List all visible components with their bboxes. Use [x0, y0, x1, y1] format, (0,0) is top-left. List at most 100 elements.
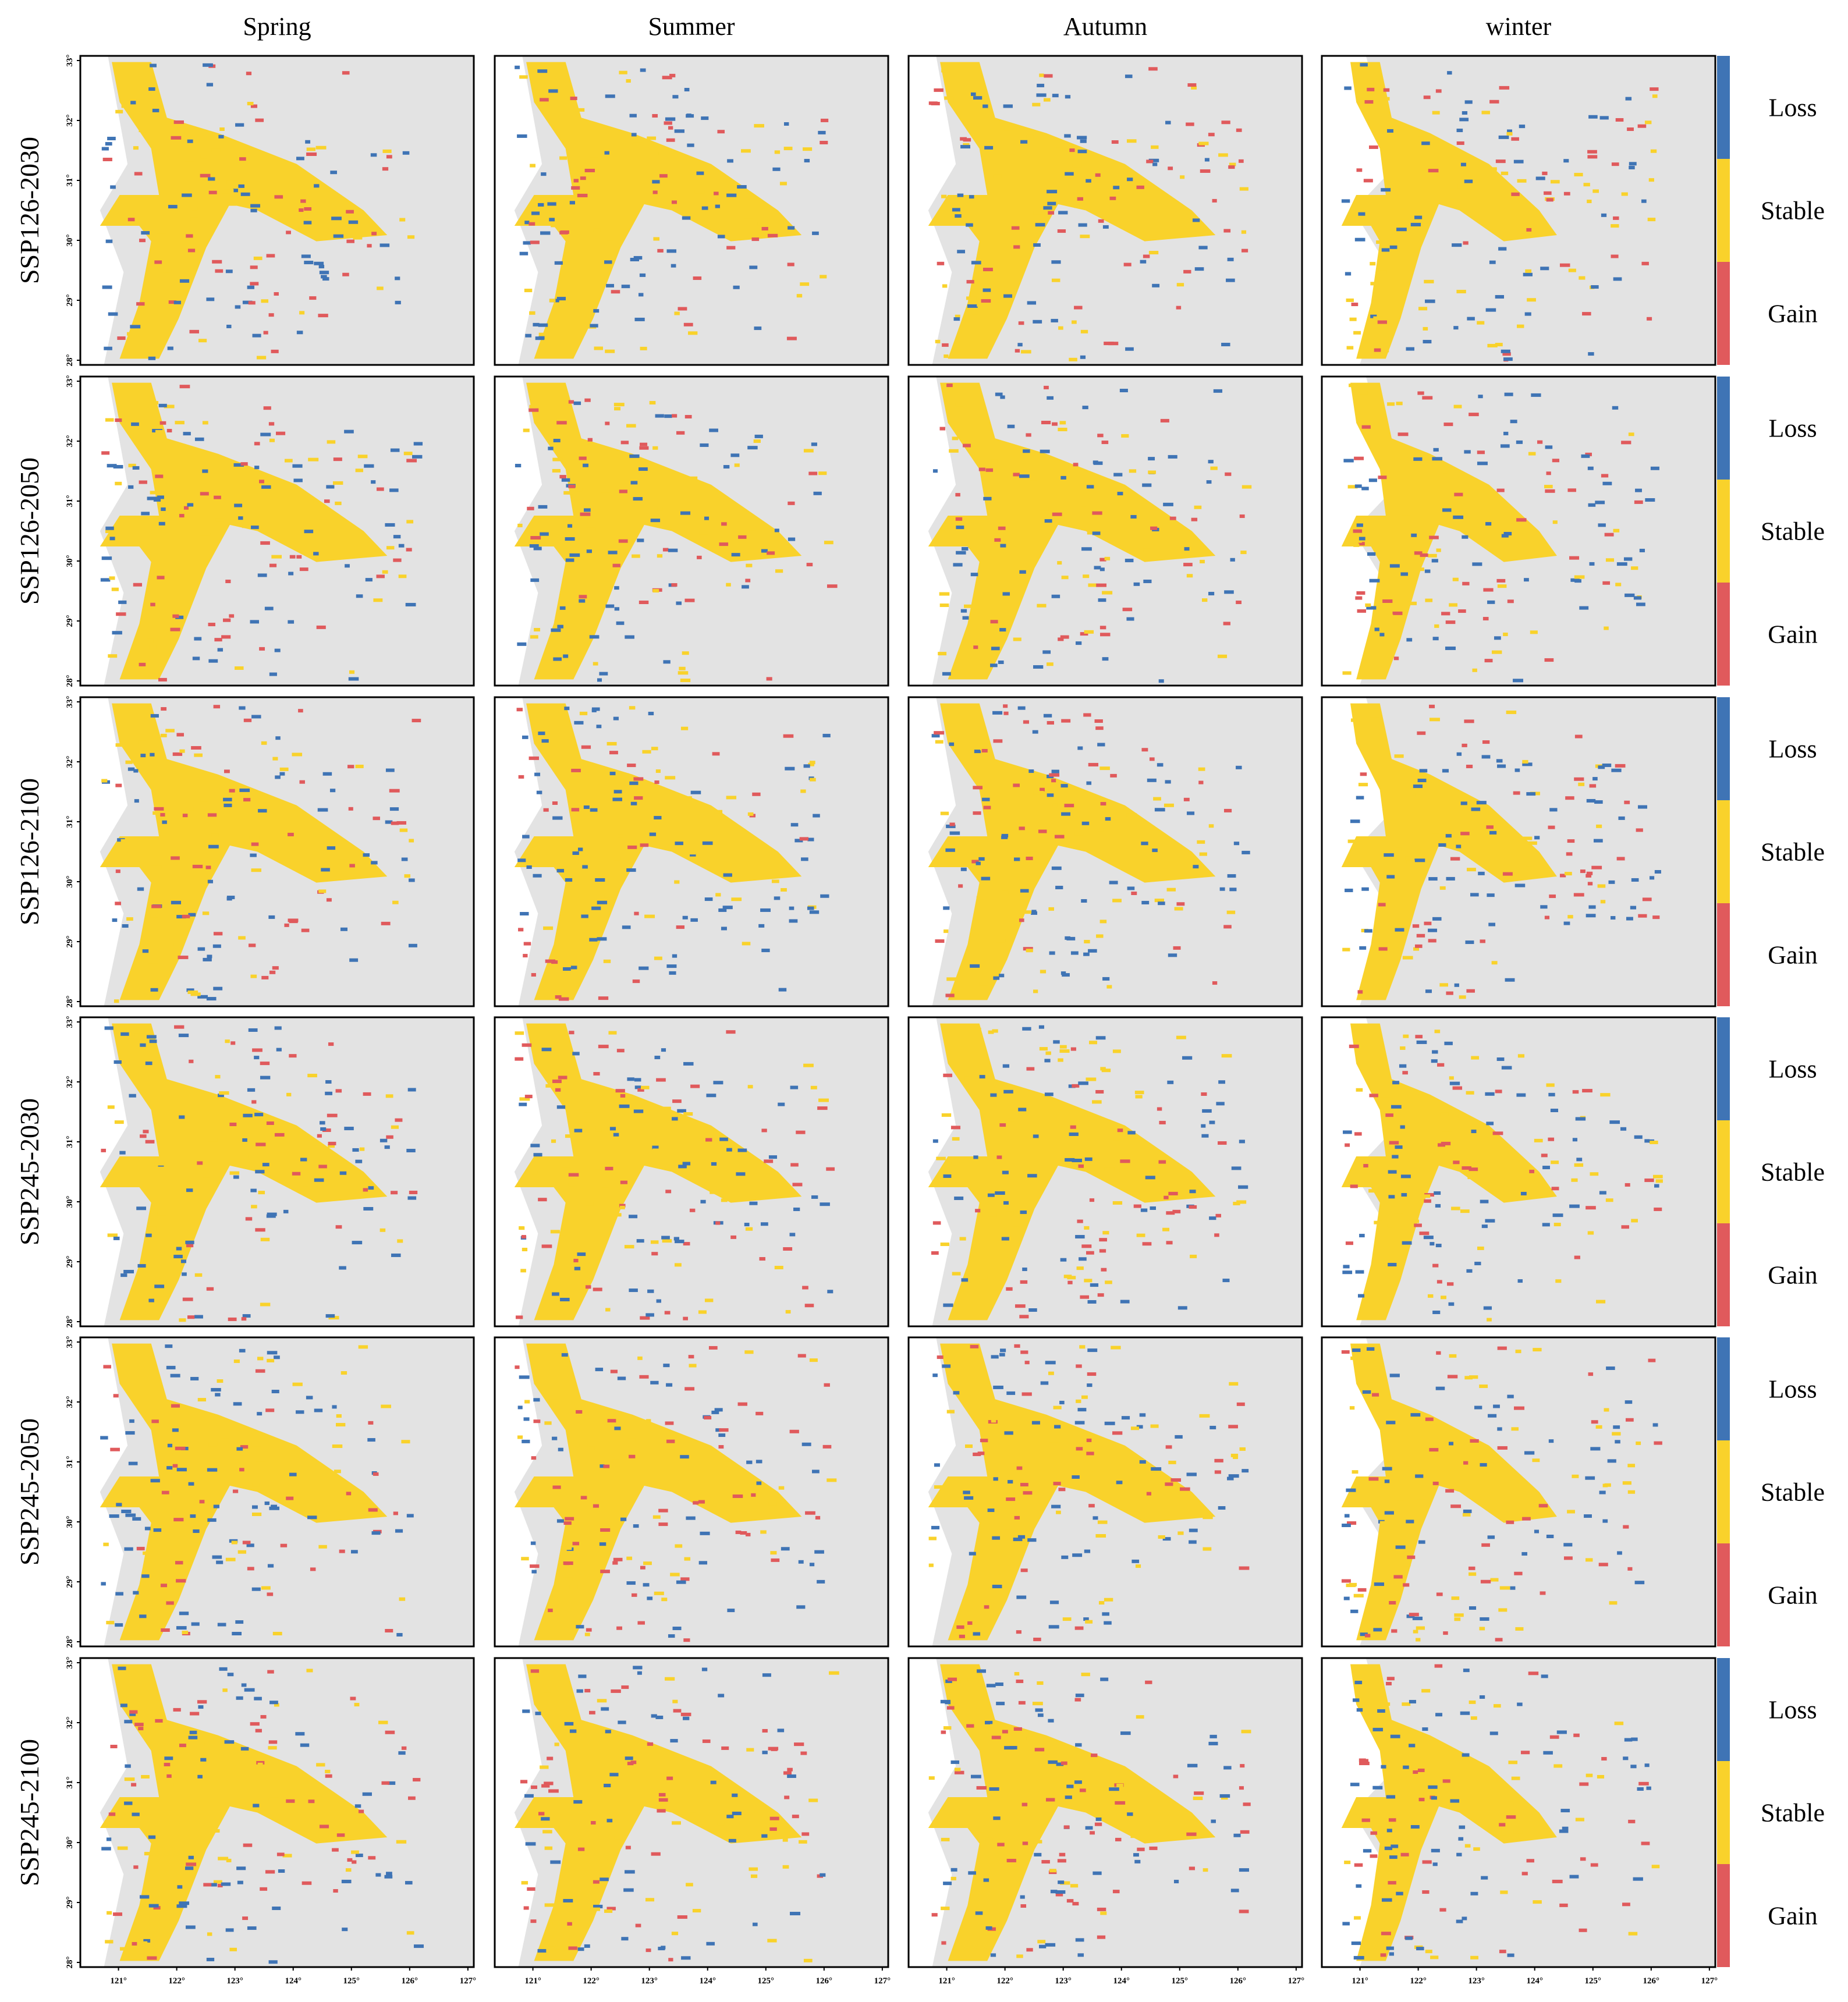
grid-cell	[141, 231, 150, 235]
grid-cell	[1500, 1890, 1508, 1894]
grid-cell	[586, 527, 596, 531]
grid-cell	[1505, 978, 1515, 982]
grid-cell	[827, 1290, 833, 1294]
grid-cell	[1098, 1601, 1105, 1605]
grid-cell	[1134, 1859, 1141, 1863]
grid-cell	[609, 751, 618, 755]
grid-cell	[661, 1236, 670, 1240]
grid-cell	[1043, 714, 1052, 718]
grid-cell	[1458, 1837, 1464, 1841]
grid-cell	[1415, 1474, 1424, 1478]
grid-cell	[670, 1739, 678, 1743]
grid-cell	[188, 1482, 194, 1486]
grid-cell	[1615, 583, 1622, 587]
grid-cell	[1623, 557, 1633, 561]
grid-cell	[1186, 122, 1194, 126]
grid-cell	[1141, 842, 1148, 846]
grid-cell	[760, 1530, 767, 1534]
grid-cell	[996, 1702, 1005, 1706]
grid-cell	[247, 1088, 256, 1092]
grid-cell	[657, 1809, 666, 1813]
grid-cell	[272, 1631, 282, 1635]
grid-cell	[985, 1926, 992, 1930]
grid-cell	[800, 789, 806, 793]
grid-cell	[1644, 1139, 1650, 1143]
grid-cell	[961, 546, 969, 551]
grid-cell	[256, 1142, 266, 1146]
grid-cell	[756, 1481, 762, 1485]
grid-cell	[971, 311, 979, 315]
grid-cell	[1119, 1168, 1129, 1172]
grid-cell	[1097, 1520, 1108, 1524]
land	[80, 1017, 128, 1326]
grid-cell	[136, 302, 145, 306]
grid-cell	[941, 194, 947, 198]
grid-cell	[937, 261, 945, 265]
grid-cell	[1389, 245, 1397, 249]
grid-cell	[280, 1543, 288, 1547]
grid-cell	[173, 1255, 183, 1259]
grid-cell	[798, 1560, 804, 1564]
grid-cell	[540, 1955, 546, 1959]
grid-cell	[993, 1385, 1003, 1389]
grid-cell	[1372, 1393, 1379, 1397]
grid-cell	[777, 1728, 785, 1733]
grid-cell	[1384, 97, 1390, 101]
grid-cell	[559, 475, 566, 479]
grid-cell	[607, 237, 613, 241]
grid-cell	[1548, 825, 1555, 829]
grid-cell	[110, 185, 116, 189]
grid-cell	[345, 1868, 352, 1872]
grid-cell	[968, 1871, 976, 1875]
grid-cell	[326, 898, 332, 902]
grid-cell	[814, 1550, 824, 1554]
grid-cell	[413, 442, 423, 446]
grid-cell	[1111, 1346, 1121, 1350]
grid-cell	[173, 943, 182, 947]
grid-cell	[1545, 445, 1553, 449]
grid-cell	[999, 974, 1005, 978]
grid-cell	[1076, 1364, 1082, 1368]
grid-cell	[405, 1881, 413, 1885]
grid-cell	[541, 1244, 552, 1248]
grid-cell	[944, 96, 954, 100]
grid-cell	[1151, 1467, 1162, 1471]
grid-cell	[1070, 951, 1079, 955]
grid-cell	[150, 602, 155, 606]
grid-cell	[332, 481, 343, 485]
grid-cell	[1641, 1841, 1650, 1845]
grid-cell	[258, 1191, 265, 1195]
grid-cell	[1485, 1219, 1495, 1223]
grid-cell	[655, 414, 664, 418]
grid-cell	[1432, 1310, 1441, 1314]
y-tick-label: 28°	[65, 1636, 75, 1648]
grid-cell	[1208, 460, 1214, 464]
grid-cell	[1642, 897, 1652, 901]
grid-cell	[680, 511, 691, 515]
grid-cell	[1392, 611, 1403, 615]
grid-cell	[540, 98, 549, 102]
grid-cell	[1521, 1552, 1527, 1556]
grid-cell	[263, 331, 268, 335]
grid-cell	[120, 839, 127, 843]
grid-cell	[179, 1901, 190, 1905]
grid-cell	[589, 635, 600, 639]
grid-cell	[990, 663, 998, 668]
grid-cell	[1009, 1746, 1017, 1750]
grid-cell	[704, 1416, 712, 1420]
grid-cell	[1468, 1566, 1475, 1570]
grid-cell	[247, 1567, 254, 1571]
legend-label: Stable	[1761, 838, 1825, 867]
grid-cell	[964, 1076, 972, 1080]
grid-cell	[200, 798, 208, 802]
grid-cell	[271, 349, 279, 353]
grid-cell	[1136, 1233, 1145, 1237]
grid-cell	[531, 1171, 538, 1175]
grid-cell	[621, 773, 629, 777]
legend-swatch	[1717, 903, 1730, 1006]
grid-cell	[564, 1561, 570, 1566]
grid-cell	[1093, 1516, 1098, 1520]
grid-cell	[1236, 600, 1242, 604]
grid-cell	[260, 1715, 267, 1719]
grid-cell	[567, 524, 573, 528]
